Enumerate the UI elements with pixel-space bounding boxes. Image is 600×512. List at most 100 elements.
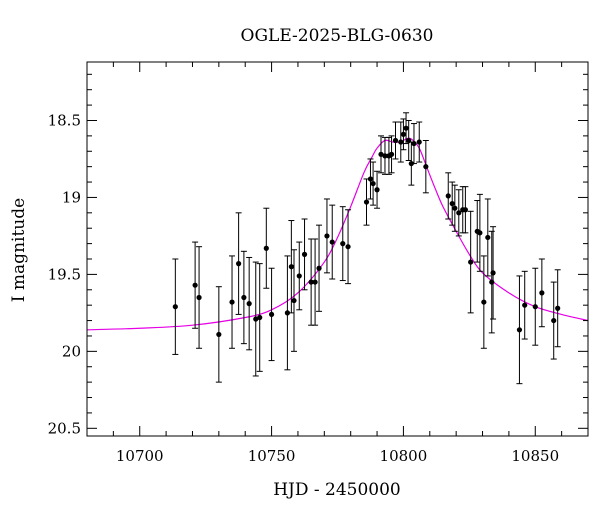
data-marker — [324, 233, 330, 239]
data-point — [484, 198, 491, 277]
data-marker — [388, 151, 395, 157]
data-marker — [172, 304, 178, 310]
data-marker — [522, 302, 528, 308]
x-tick-label: 10750 — [248, 447, 296, 465]
data-point — [323, 198, 330, 274]
data-point — [246, 256, 253, 351]
data-marker — [416, 139, 422, 145]
data-marker — [449, 200, 455, 207]
data-marker — [363, 199, 370, 205]
data-point — [316, 224, 323, 312]
data-point — [445, 172, 452, 220]
data-point — [172, 258, 179, 355]
data-point — [339, 206, 346, 282]
data-point — [296, 241, 303, 311]
data-point — [405, 119, 412, 162]
data-point — [480, 255, 487, 349]
data-point — [312, 238, 319, 326]
plot-layer — [86, 112, 589, 385]
chart-title: OGLE-2025-BLG-0630 — [241, 26, 434, 46]
data-point — [451, 184, 458, 232]
data-point — [252, 261, 259, 377]
data-marker — [241, 294, 247, 301]
data-marker — [392, 137, 399, 144]
data-point — [301, 218, 308, 291]
data-marker — [403, 125, 409, 131]
data-point — [388, 135, 395, 174]
data-marker — [216, 331, 222, 338]
data-point — [290, 249, 297, 352]
data-marker — [378, 151, 384, 157]
data-marker — [481, 299, 487, 305]
data-point — [538, 258, 545, 328]
y-tick-label: 20.5 — [48, 419, 81, 437]
data-point — [256, 263, 263, 372]
data-point — [422, 139, 429, 194]
data-marker — [516, 327, 523, 333]
model-curve — [86, 137, 589, 331]
data-marker — [257, 314, 263, 321]
x-axis-label: HJD - 2450000 — [273, 480, 401, 500]
axis-ticks: 10700 10750 10800 10850 18.5 19 19.5 20 20.5 — [48, 62, 589, 465]
data-marker — [246, 301, 252, 307]
data-point — [345, 209, 352, 285]
x-tick-label: 10700 — [116, 447, 164, 465]
y-tick-label: 19.5 — [48, 265, 81, 283]
data-marker — [296, 273, 302, 279]
data-point — [235, 212, 242, 315]
data-point — [397, 121, 404, 163]
data-point — [363, 178, 370, 226]
data-marker — [340, 241, 346, 247]
data-point — [416, 121, 423, 163]
data-marker — [345, 244, 351, 250]
data-marker — [291, 297, 297, 304]
data-point — [490, 226, 497, 320]
data-marker — [456, 210, 462, 216]
data-point — [467, 210, 474, 314]
x-tick-label: 10850 — [511, 447, 559, 465]
data-marker — [555, 305, 561, 311]
data-marker — [445, 193, 451, 199]
data-marker — [367, 176, 374, 182]
data-marker — [382, 153, 388, 159]
data-point — [215, 286, 222, 383]
data-marker — [551, 317, 557, 324]
data-marker — [192, 282, 198, 288]
data-point — [554, 269, 561, 348]
data-marker — [374, 187, 380, 193]
data-point — [449, 181, 456, 226]
x-tick-label: 10800 — [380, 447, 428, 465]
data-point — [532, 267, 539, 346]
y-tick-label: 20 — [62, 342, 81, 360]
data-marker — [253, 316, 259, 322]
data-point — [550, 281, 557, 360]
data-marker — [308, 279, 314, 285]
data-point — [196, 246, 203, 349]
data-marker — [477, 230, 483, 236]
data-marker — [539, 290, 545, 296]
data-point — [367, 158, 374, 200]
data-marker — [329, 239, 335, 245]
y-tick-label: 19 — [62, 188, 81, 206]
data-marker — [288, 264, 294, 270]
data-point — [263, 207, 270, 289]
data-marker — [411, 140, 417, 147]
data-marker — [316, 265, 322, 271]
data-marker — [284, 310, 290, 316]
data-point — [403, 112, 410, 145]
data-marker — [485, 234, 491, 241]
data-marker — [423, 164, 429, 170]
data-point — [392, 121, 399, 160]
data-point — [329, 204, 336, 280]
data-marker — [489, 279, 495, 285]
data-point — [455, 189, 462, 237]
data-point — [192, 241, 199, 329]
data-marker — [398, 139, 404, 145]
data-marker — [236, 261, 242, 267]
plot-frame — [86, 61, 589, 437]
data-point — [370, 161, 377, 206]
data-marker — [468, 259, 474, 265]
y-tick-label: 18.5 — [48, 111, 81, 129]
data-point — [288, 220, 295, 314]
data-point — [284, 255, 291, 371]
